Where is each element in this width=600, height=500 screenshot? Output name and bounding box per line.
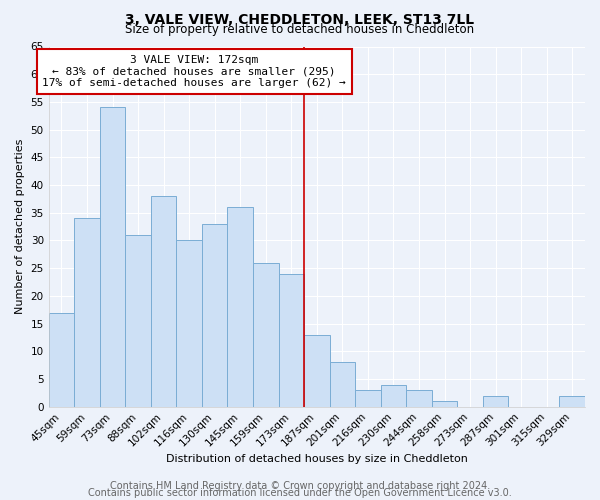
- Bar: [176, 240, 202, 406]
- Bar: [304, 334, 329, 406]
- Bar: [380, 384, 406, 406]
- Text: Contains public sector information licensed under the Open Government Licence v3: Contains public sector information licen…: [88, 488, 512, 498]
- X-axis label: Distribution of detached houses by size in Cheddleton: Distribution of detached houses by size …: [166, 454, 468, 464]
- Y-axis label: Number of detached properties: Number of detached properties: [15, 139, 25, 314]
- Bar: [49, 312, 74, 406]
- Bar: [278, 274, 304, 406]
- Text: 3, VALE VIEW, CHEDDLETON, LEEK, ST13 7LL: 3, VALE VIEW, CHEDDLETON, LEEK, ST13 7LL: [125, 12, 475, 26]
- Bar: [74, 218, 100, 406]
- Text: 3 VALE VIEW: 172sqm
← 83% of detached houses are smaller (295)
17% of semi-detac: 3 VALE VIEW: 172sqm ← 83% of detached ho…: [43, 55, 346, 88]
- Bar: [253, 262, 278, 406]
- Bar: [559, 396, 585, 406]
- Bar: [125, 235, 151, 406]
- Bar: [355, 390, 380, 406]
- Bar: [151, 196, 176, 406]
- Bar: [483, 396, 508, 406]
- Bar: [202, 224, 227, 406]
- Bar: [227, 207, 253, 406]
- Bar: [329, 362, 355, 406]
- Text: Contains HM Land Registry data © Crown copyright and database right 2024.: Contains HM Land Registry data © Crown c…: [110, 481, 490, 491]
- Bar: [406, 390, 432, 406]
- Text: Size of property relative to detached houses in Cheddleton: Size of property relative to detached ho…: [125, 22, 475, 36]
- Bar: [432, 401, 457, 406]
- Bar: [100, 108, 125, 406]
